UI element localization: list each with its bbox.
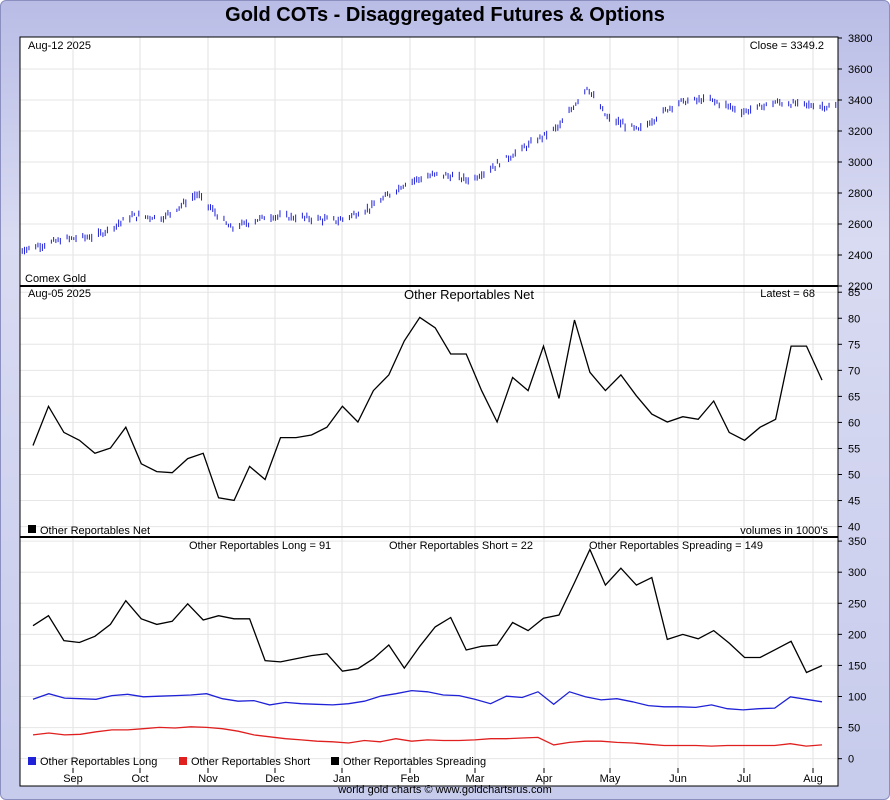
legend-swatch-short (179, 757, 187, 765)
y-tick-label: 2600 (848, 219, 872, 231)
x-tick-label: Nov (198, 773, 218, 785)
page-title: Gold COTs - Disaggregated Futures & Opti… (225, 4, 665, 26)
short-latest-label: Other Reportables Short = 22 (389, 540, 533, 552)
legend-label-short: Other Reportables Short (191, 756, 310, 768)
legend-label-long: Other Reportables Long (40, 756, 157, 768)
x-tick-label: Apr (535, 773, 552, 785)
x-tick-label: Oct (131, 773, 148, 785)
y-tick-label: 3800 (848, 33, 872, 45)
other-reportables-net-line (32, 316, 823, 502)
y-tick-label: 85 (848, 287, 860, 299)
net-latest-label: Latest = 68 (760, 288, 815, 300)
axis-ticks: Sep Oct Nov Dec Jan Feb Mar Apr May Jun Jul Aug 2200… (63, 33, 872, 785)
x-tick-label: Jul (737, 773, 751, 785)
x-tick-label: Sep (63, 773, 83, 785)
y-tick-label: 2800 (848, 188, 872, 200)
y-tick-label: 350 (848, 536, 866, 548)
x-tick-label: May (600, 773, 621, 785)
legend-swatch-long (28, 757, 36, 765)
x-tick-label: Jun (669, 773, 687, 785)
plot-background (20, 37, 838, 786)
volume-unit-note: volumes in 1000's (740, 525, 828, 537)
x-tick-label: Feb (401, 773, 420, 785)
x-tick-label: Aug (803, 773, 823, 785)
plot-border (19, 36, 839, 787)
y-tick-label: 3200 (848, 126, 872, 138)
y-tick-label: 2400 (848, 250, 872, 262)
y-tick-label: 75 (848, 339, 860, 351)
chart-labels: Aug-12 2025 Close = 3349.2 Comex Gold Au… (25, 40, 828, 768)
legend-label-spreading: Other Reportables Spreading (343, 756, 486, 768)
other-reportables-long-line (32, 689, 823, 711)
y-tick-label: 200 (848, 629, 866, 641)
y-tick-label: 55 (848, 443, 860, 455)
other-reportables-short-line (32, 726, 823, 747)
other-reportables-spreading-line (32, 547, 823, 674)
chart-marks (19, 86, 839, 747)
y-tick-label: 65 (848, 391, 860, 403)
y-tick-label: 45 (848, 496, 860, 508)
x-tick-label: Jan (333, 773, 351, 785)
grid-lines (20, 37, 838, 768)
y-tick-label: 300 (848, 567, 866, 579)
axes (19, 36, 839, 787)
net-legend-swatch (28, 525, 36, 533)
y-tick-label: 50 (848, 470, 860, 482)
net-title: Other Reportables Net (404, 287, 534, 302)
y-tick-label: 70 (848, 365, 860, 377)
x-tick-label: Dec (265, 773, 285, 785)
y-tick-label: 250 (848, 598, 866, 610)
y-tick-label: 150 (848, 660, 866, 672)
spreading-latest-label: Other Reportables Spreading = 149 (589, 540, 763, 552)
x-tick-label: Mar (466, 773, 485, 785)
price-bottom-label: Comex Gold (25, 273, 86, 285)
long-latest-label: Other Reportables Long = 91 (189, 540, 331, 552)
price-close-label: Close = 3349.2 (750, 40, 824, 52)
y-tick-label: 2200 (848, 281, 872, 293)
net-legend-label: Other Reportables Net (40, 525, 150, 537)
y-tick-label: 3400 (848, 95, 872, 107)
y-tick-label: 100 (848, 692, 866, 704)
net-date-label: Aug-05 2025 (28, 288, 91, 300)
y-tick-label: 3600 (848, 64, 872, 76)
y-tick-label: 3000 (848, 157, 872, 169)
y-tick-label: 60 (848, 417, 860, 429)
price-date-label: Aug-12 2025 (28, 40, 91, 52)
footer-credit: world gold charts © www.goldchartsrus.co… (338, 784, 552, 796)
y-tick-label: 80 (848, 313, 860, 325)
y-tick-label: 50 (848, 723, 860, 735)
y-tick-label: 40 (848, 522, 860, 534)
y-tick-label: 0 (848, 754, 854, 766)
legend-swatch-spreading (331, 757, 339, 765)
